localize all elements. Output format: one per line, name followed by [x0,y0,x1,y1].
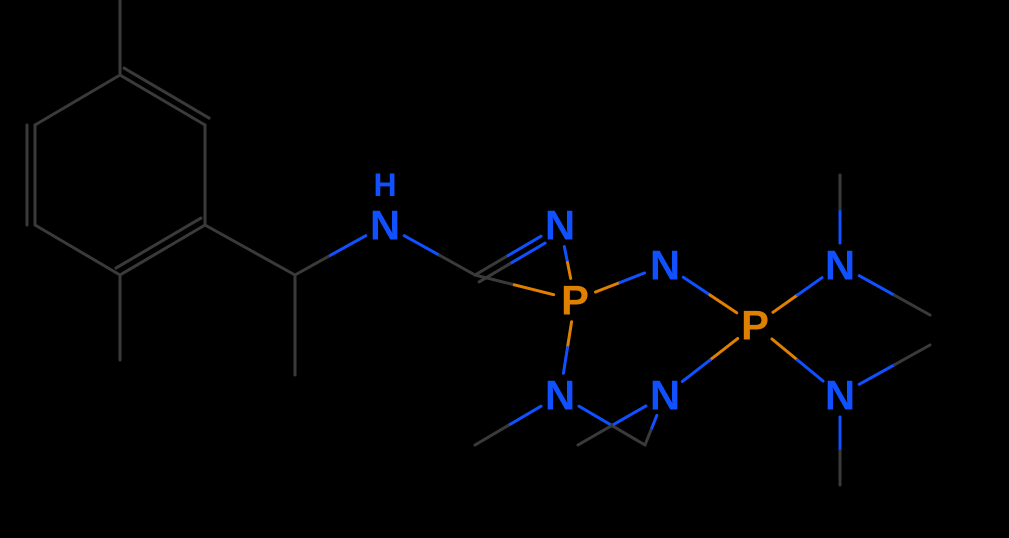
atom-h-label: H [373,167,396,203]
bond [578,425,612,445]
bond [205,225,250,250]
bond [295,255,330,275]
bond [404,236,439,256]
bond [895,295,930,315]
bond [895,345,930,365]
bond [645,430,651,445]
atom-n-label: N [650,242,680,289]
bond [859,276,894,296]
bond [508,236,541,255]
bond [330,236,365,256]
atom-p-label: P [741,302,769,349]
bond [798,278,823,295]
bond [475,426,508,445]
bond [773,295,798,312]
bond [514,285,553,295]
atom-n-label: N [650,372,680,419]
bond [512,243,545,262]
bond [620,273,644,283]
bond [798,360,824,381]
atom-n-label: N [370,202,400,249]
bond [35,100,78,125]
bond [250,250,295,275]
bond [612,426,645,445]
atom-n-label: N [545,372,575,419]
bond [596,283,620,293]
bond [78,75,121,100]
bond [710,339,738,360]
bond [579,406,612,425]
molecule-canvas: NHNPNNPNNN [0,0,1009,538]
bond [564,247,567,263]
bond [682,360,710,381]
bond [710,295,737,313]
bond [508,406,541,425]
bond [78,250,121,275]
bond [859,365,894,385]
bond [563,348,567,374]
bond [772,339,798,360]
bond [475,256,508,275]
atom-n-label: N [825,372,855,419]
bond [35,225,78,250]
atom-n-label: N [825,242,855,289]
bond [568,322,572,348]
bond [612,406,646,426]
bond [440,255,475,275]
atom-n-label: N [545,202,575,249]
bond [683,277,710,295]
atom-p-label: P [561,277,589,324]
